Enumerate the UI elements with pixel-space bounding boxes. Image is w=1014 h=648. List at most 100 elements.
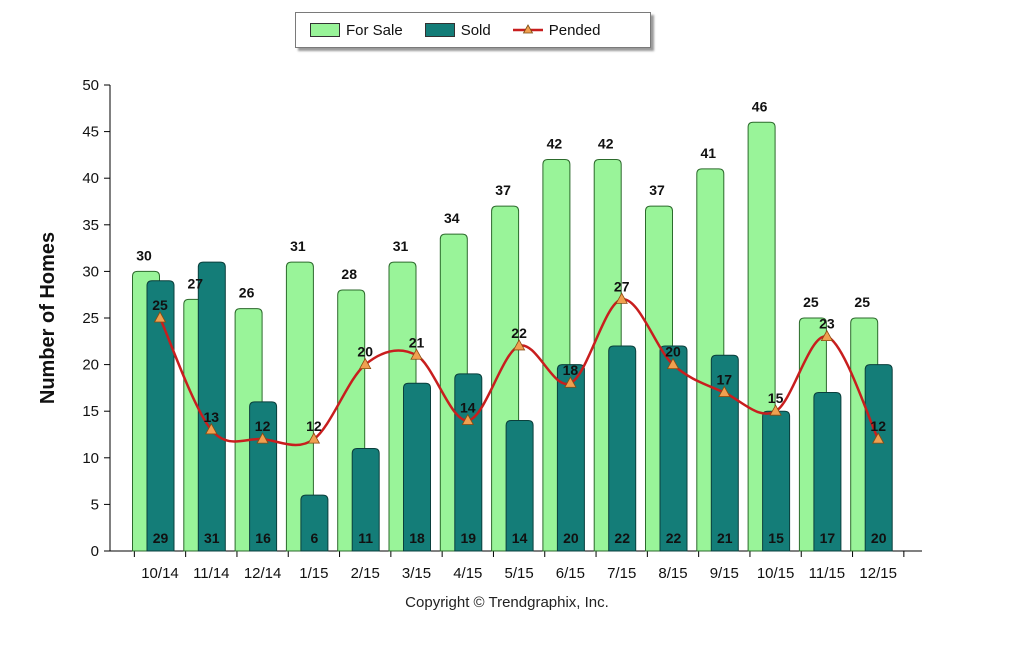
chart-legend: For Sale Sold Pended <box>295 12 651 48</box>
pended-value-label: 14 <box>460 400 476 416</box>
copyright-footer: Copyright © Trendgraphix, Inc. <box>0 594 1014 611</box>
for-sale-value-label: 42 <box>547 136 563 152</box>
pended-marker <box>564 376 577 388</box>
for-sale-value-label: 46 <box>752 98 768 114</box>
x-tick-label: 9/15 <box>710 565 739 582</box>
pended-value-label: 18 <box>563 362 579 378</box>
legend-label-for-sale: For Sale <box>346 21 403 39</box>
sold-value-label: 17 <box>820 530 836 546</box>
x-tick-label: 11/14 <box>193 565 229 582</box>
pended-value-label: 21 <box>409 334 425 350</box>
pended-value-label: 15 <box>768 390 784 406</box>
for-sale-value-label: 28 <box>341 266 357 282</box>
x-tick-label: 8/15 <box>658 565 687 582</box>
pended-marker <box>512 339 526 351</box>
chart-axes: 0 5 10 15 20 25 30 35 40 45 50 10/14 11/14 12/14 1/15 2… <box>82 77 922 582</box>
x-tick-label: 3/15 <box>402 565 431 582</box>
y-tick-label: 40 <box>82 170 99 187</box>
pended-value-label: 12 <box>255 418 271 434</box>
sold-bar <box>710 354 739 552</box>
legend-label-sold: Sold <box>460 21 491 39</box>
legend-item-for-sale: For Sale <box>310 22 403 39</box>
sold-bar <box>659 345 688 552</box>
sold-bar <box>556 364 585 552</box>
pended-value-label: 12 <box>870 418 886 434</box>
pended-marker <box>718 385 731 397</box>
sold-bar <box>197 261 226 552</box>
for-sale-value-label: 30 <box>136 247 152 263</box>
sold-value-label: 18 <box>409 530 425 546</box>
pended-value-label: 20 <box>357 344 373 360</box>
for-sale-value-label: 27 <box>188 275 204 291</box>
legend-label-pended: Pended <box>548 21 601 39</box>
sold-bar <box>403 382 431 552</box>
x-tick-label: 1/15 <box>299 565 328 582</box>
sold-value-label: 31 <box>204 530 220 546</box>
sold-bar <box>300 494 329 552</box>
x-tick-label: 12/14 <box>244 565 282 582</box>
pended-marker <box>205 423 218 435</box>
pended-marker <box>615 292 628 304</box>
pended-marker <box>820 329 834 342</box>
sold-value-label: 20 <box>563 530 579 546</box>
for-sale-value-label: 42 <box>598 136 614 152</box>
legend-swatch-sold <box>424 23 455 37</box>
for-sale-value-label: 31 <box>290 238 306 254</box>
sold-value-label: 20 <box>871 530 887 546</box>
pended-marker <box>666 357 680 370</box>
legend-item-pended: Pended <box>512 21 601 39</box>
pended-marker <box>153 311 167 323</box>
y-tick-label: 0 <box>91 543 99 560</box>
copyright-text: Copyright © Trendgraphix, Inc. <box>405 594 609 611</box>
sold-value-label: 6 <box>311 530 319 546</box>
x-tick-label: 12/15 <box>859 565 897 582</box>
sold-value-label: 22 <box>614 530 630 546</box>
for-sale-value-label: 26 <box>239 285 255 301</box>
pended-marker <box>769 404 782 416</box>
y-tick-label: 10 <box>82 450 99 467</box>
pended-marker <box>461 413 474 425</box>
sold-bar <box>813 392 842 552</box>
pended-marker <box>359 357 372 370</box>
sold-value-label: 14 <box>512 530 528 546</box>
x-tick-label: 2/15 <box>351 565 380 582</box>
for-sale-value-label: 34 <box>444 210 460 226</box>
for-sale-value-label: 37 <box>495 182 511 198</box>
pended-value-label: 22 <box>511 325 527 341</box>
sold-value-label: 22 <box>666 530 682 546</box>
legend-item-sold: Sold <box>424 21 491 39</box>
pended-value-label: 27 <box>614 278 630 294</box>
sold-value-label: 16 <box>255 530 271 546</box>
legend-swatch-pended <box>512 24 543 34</box>
legend-swatch-for-sale <box>310 23 340 37</box>
y-axis-label: Number of Homes <box>37 232 59 404</box>
x-tick-label: 5/15 <box>504 565 533 582</box>
sold-bar <box>608 345 637 552</box>
y-tick-label: 15 <box>82 403 99 420</box>
for-sale-value-label: 25 <box>803 294 819 310</box>
x-tick-label: 6/15 <box>556 565 585 582</box>
x-tick-label: 4/15 <box>453 565 482 582</box>
for-sale-value-label: 31 <box>393 238 409 254</box>
x-tick-label: 7/15 <box>607 565 636 582</box>
pended-value-label: 17 <box>717 372 733 388</box>
y-tick-label: 35 <box>82 217 99 234</box>
for-sale-value-label: 41 <box>701 145 717 161</box>
sold-bar <box>351 447 380 552</box>
sold-value-label: 15 <box>768 530 784 546</box>
sold-bar <box>864 364 893 552</box>
pended-value-label: 23 <box>819 316 835 332</box>
x-tick-label: 10/14 <box>141 565 179 582</box>
pended-value-label: 20 <box>665 344 681 360</box>
y-tick-label: 5 <box>91 496 99 513</box>
pended-marker <box>872 432 885 444</box>
y-tick-label: 50 <box>82 77 99 94</box>
pended-series <box>153 292 885 447</box>
sold-bar <box>505 420 534 552</box>
for-sale-value-label: 37 <box>649 182 665 198</box>
chart-data-labels: 30 27 26 31 28 31 34 37 42 42 37 41 46 25 25 29 31 16 6 11 1… <box>136 98 886 546</box>
sold-value-label: 11 <box>358 530 373 546</box>
y-tick-label: 30 <box>82 263 99 280</box>
sold-bar <box>146 280 175 552</box>
